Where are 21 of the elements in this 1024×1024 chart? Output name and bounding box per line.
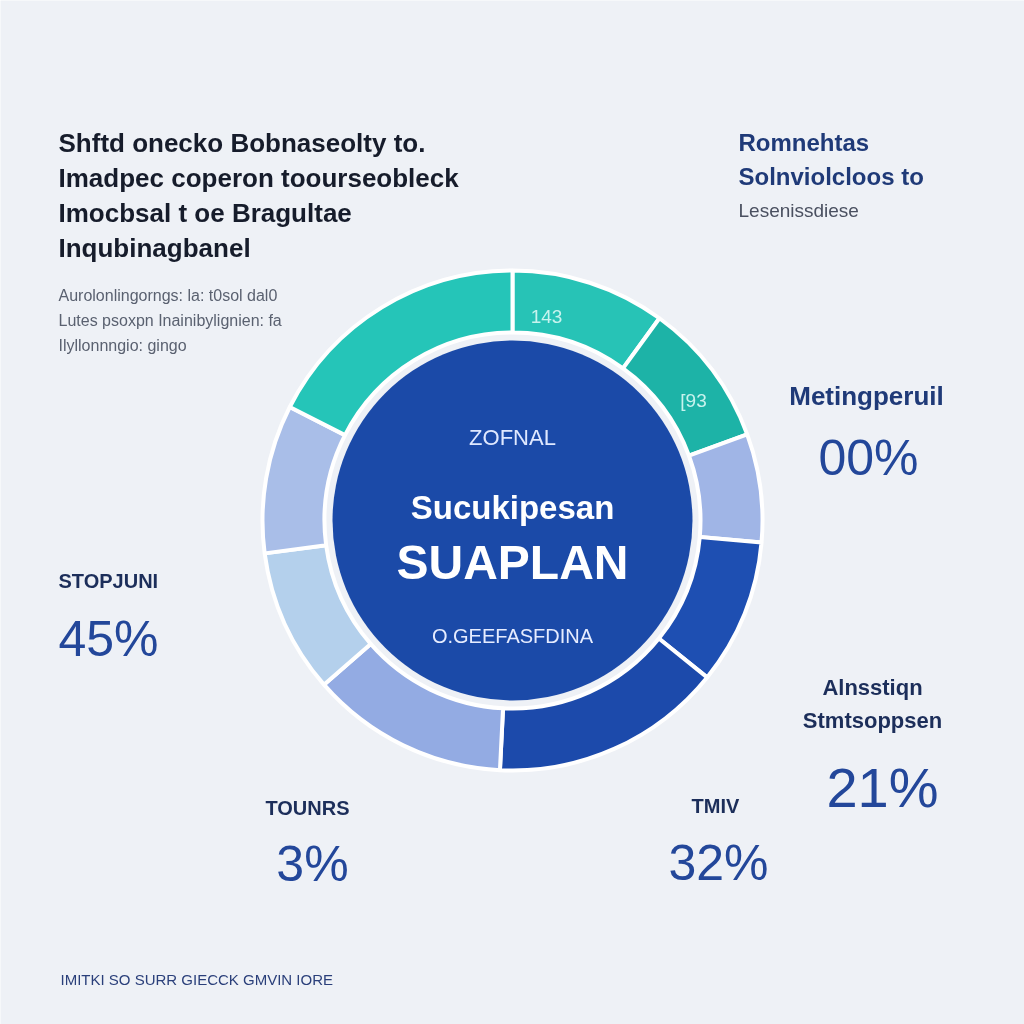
text: Romnehtas Solnviolcloos to	[738, 129, 924, 190]
text: Sucukipesan	[410, 489, 615, 526]
text: 21%	[826, 756, 939, 819]
text: 3%	[276, 835, 349, 892]
text: Metingperuil	[789, 380, 944, 411]
chart-title: Shftd onecko Bobnaseolty to. Imadpec coperon toourseobleck Imocbsal t oe Bragultae Inqubinagbanel	[58, 127, 460, 263]
text: 32%	[668, 834, 769, 891]
text: IMITKI SO SURR GIECCK GMVIN IORE	[60, 971, 334, 988]
text: SUAPLAN	[396, 536, 629, 589]
text: STOPJUNI	[58, 569, 159, 592]
text: TMIV	[691, 794, 741, 817]
text: [93	[680, 390, 707, 411]
text: Alnsstiqn Stmtsoppsen	[802, 675, 943, 733]
text: Aurolonlingorngs: la: t0sol dal0 Lutes psoxpn Inainibylignien: fa Ilyllonnngio: gingo	[58, 287, 282, 354]
text: 143	[530, 306, 563, 327]
text: TOUNRS	[265, 796, 350, 819]
text: O.GEEFASFDINA	[431, 624, 594, 647]
text: Lesenissdiese	[738, 200, 859, 221]
text: 00%	[818, 429, 919, 486]
text: 45%	[58, 610, 159, 667]
text: ZOFNAL	[469, 425, 556, 450]
